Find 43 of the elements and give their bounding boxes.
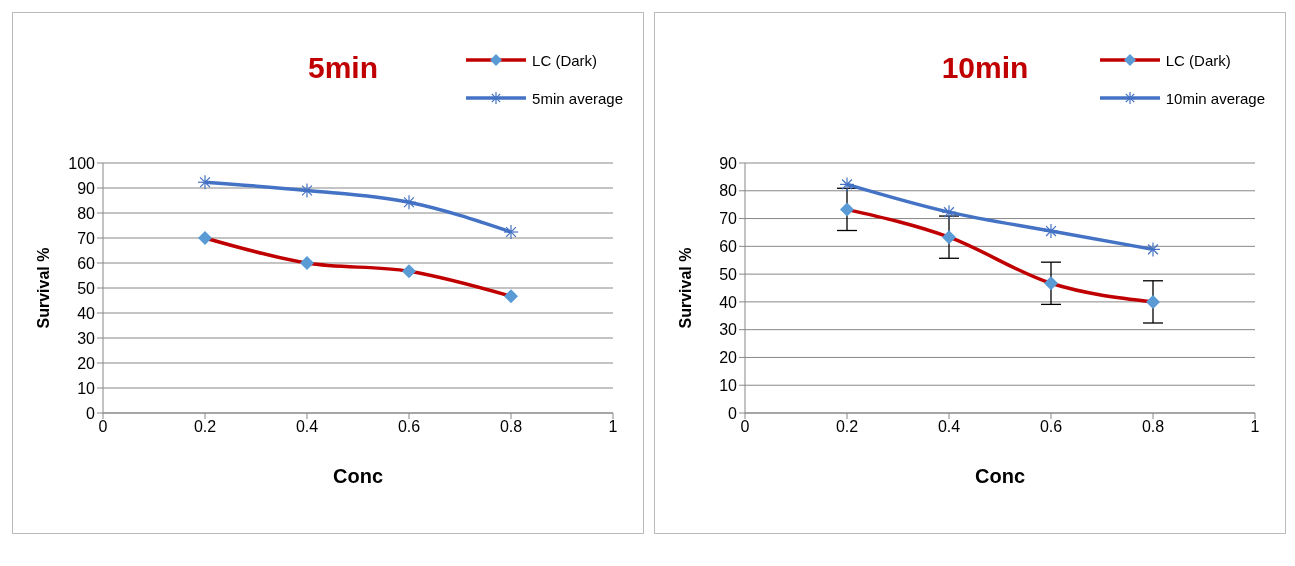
x-axis-title: Conc (333, 465, 383, 487)
y-tick-label: 40 (719, 293, 738, 311)
chart-title: 10min (940, 51, 1030, 85)
y-tick-label: 80 (719, 182, 738, 200)
y-tick-label: 0 (728, 404, 738, 422)
x-tick-label: 0.8 (499, 418, 523, 436)
y-tick-label: 60 (719, 238, 738, 256)
legend-label: LC (Dark) (1165, 51, 1231, 69)
y-tick-label: 40 (77, 304, 96, 322)
x-tick-label: 1 (1250, 418, 1260, 436)
y-tick-label: 0 (86, 404, 96, 422)
x-tick-label: 0.8 (1141, 418, 1165, 436)
y-tick-label: 80 (77, 204, 96, 222)
x-tick-label: 0.4 (937, 418, 961, 436)
x-tick-label: 0 (740, 418, 750, 436)
y-tick-label: 30 (77, 329, 96, 347)
x-tick-label: 1 (608, 418, 618, 436)
y-tick-label: 30 (719, 321, 738, 339)
legend-label: 5min average (532, 89, 623, 107)
y-tick-label: 70 (719, 210, 738, 228)
x-tick-label: 0.2 (193, 418, 217, 436)
y-axis-title: Survival % (34, 247, 52, 329)
y-tick-label: 60 (77, 254, 96, 272)
y-axis-title: Survival % (676, 247, 694, 329)
x-tick-label: 0.6 (1039, 418, 1063, 436)
y-tick-label: 90 (77, 179, 96, 197)
y-tick-label: 50 (77, 279, 96, 297)
legend-label: 10min average (1165, 89, 1265, 107)
x-tick-label: 0.4 (295, 418, 319, 436)
x-axis-title: Conc (975, 465, 1025, 487)
y-tick-label: 20 (77, 354, 96, 372)
legend-label: LC (Dark) (532, 51, 598, 69)
y-tick-label: 10 (77, 379, 96, 397)
y-tick-label: 20 (719, 349, 738, 367)
y-tick-label: 100 (68, 154, 96, 172)
y-tick-label: 50 (719, 265, 738, 283)
y-tick-label: 70 (77, 229, 96, 247)
y-tick-label: 10 (719, 376, 738, 394)
y-tick-label: 90 (719, 154, 738, 172)
x-tick-label: 0.6 (397, 418, 421, 436)
x-tick-label: 0.2 (835, 418, 859, 436)
chart-title: 5min (307, 51, 379, 85)
x-tick-label: 0 (98, 418, 108, 436)
